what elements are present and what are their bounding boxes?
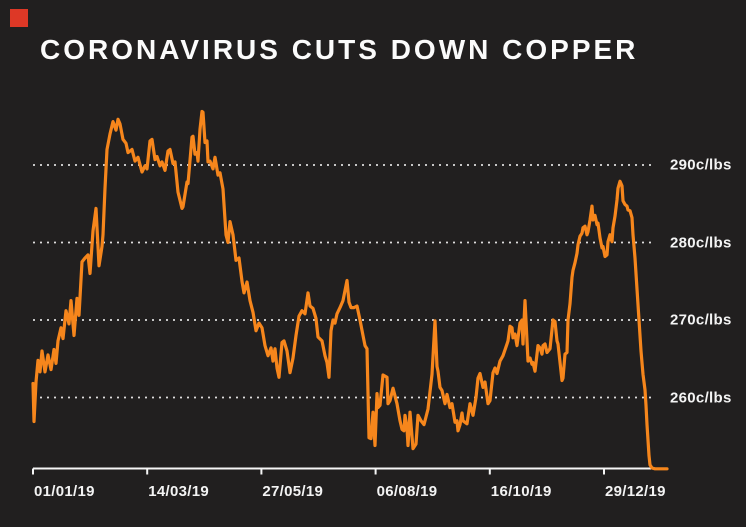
x-axis-label: 14/03/19 [148, 483, 209, 500]
x-axis-label: 01/01/19 [34, 483, 95, 500]
y-axis-label: 260c/lbs [670, 389, 732, 406]
y-axis-label: 270c/lbs [670, 311, 732, 329]
x-axis-label: 29/12/19 [605, 483, 666, 500]
x-axis-label: 16/10/19 [490, 483, 552, 500]
logo-mark [10, 9, 28, 27]
x-axis-label: 27/05/19 [262, 483, 324, 500]
x-axis-label: 06/08/19 [376, 483, 438, 500]
y-axis-label: 280c/lbs [670, 234, 732, 251]
y-axis-label: 290c/lbs [670, 156, 732, 174]
copper-price-line [31, 109, 669, 471]
chart-title: CORONAVIRUS CUTS DOWN COPPER [40, 34, 639, 65]
